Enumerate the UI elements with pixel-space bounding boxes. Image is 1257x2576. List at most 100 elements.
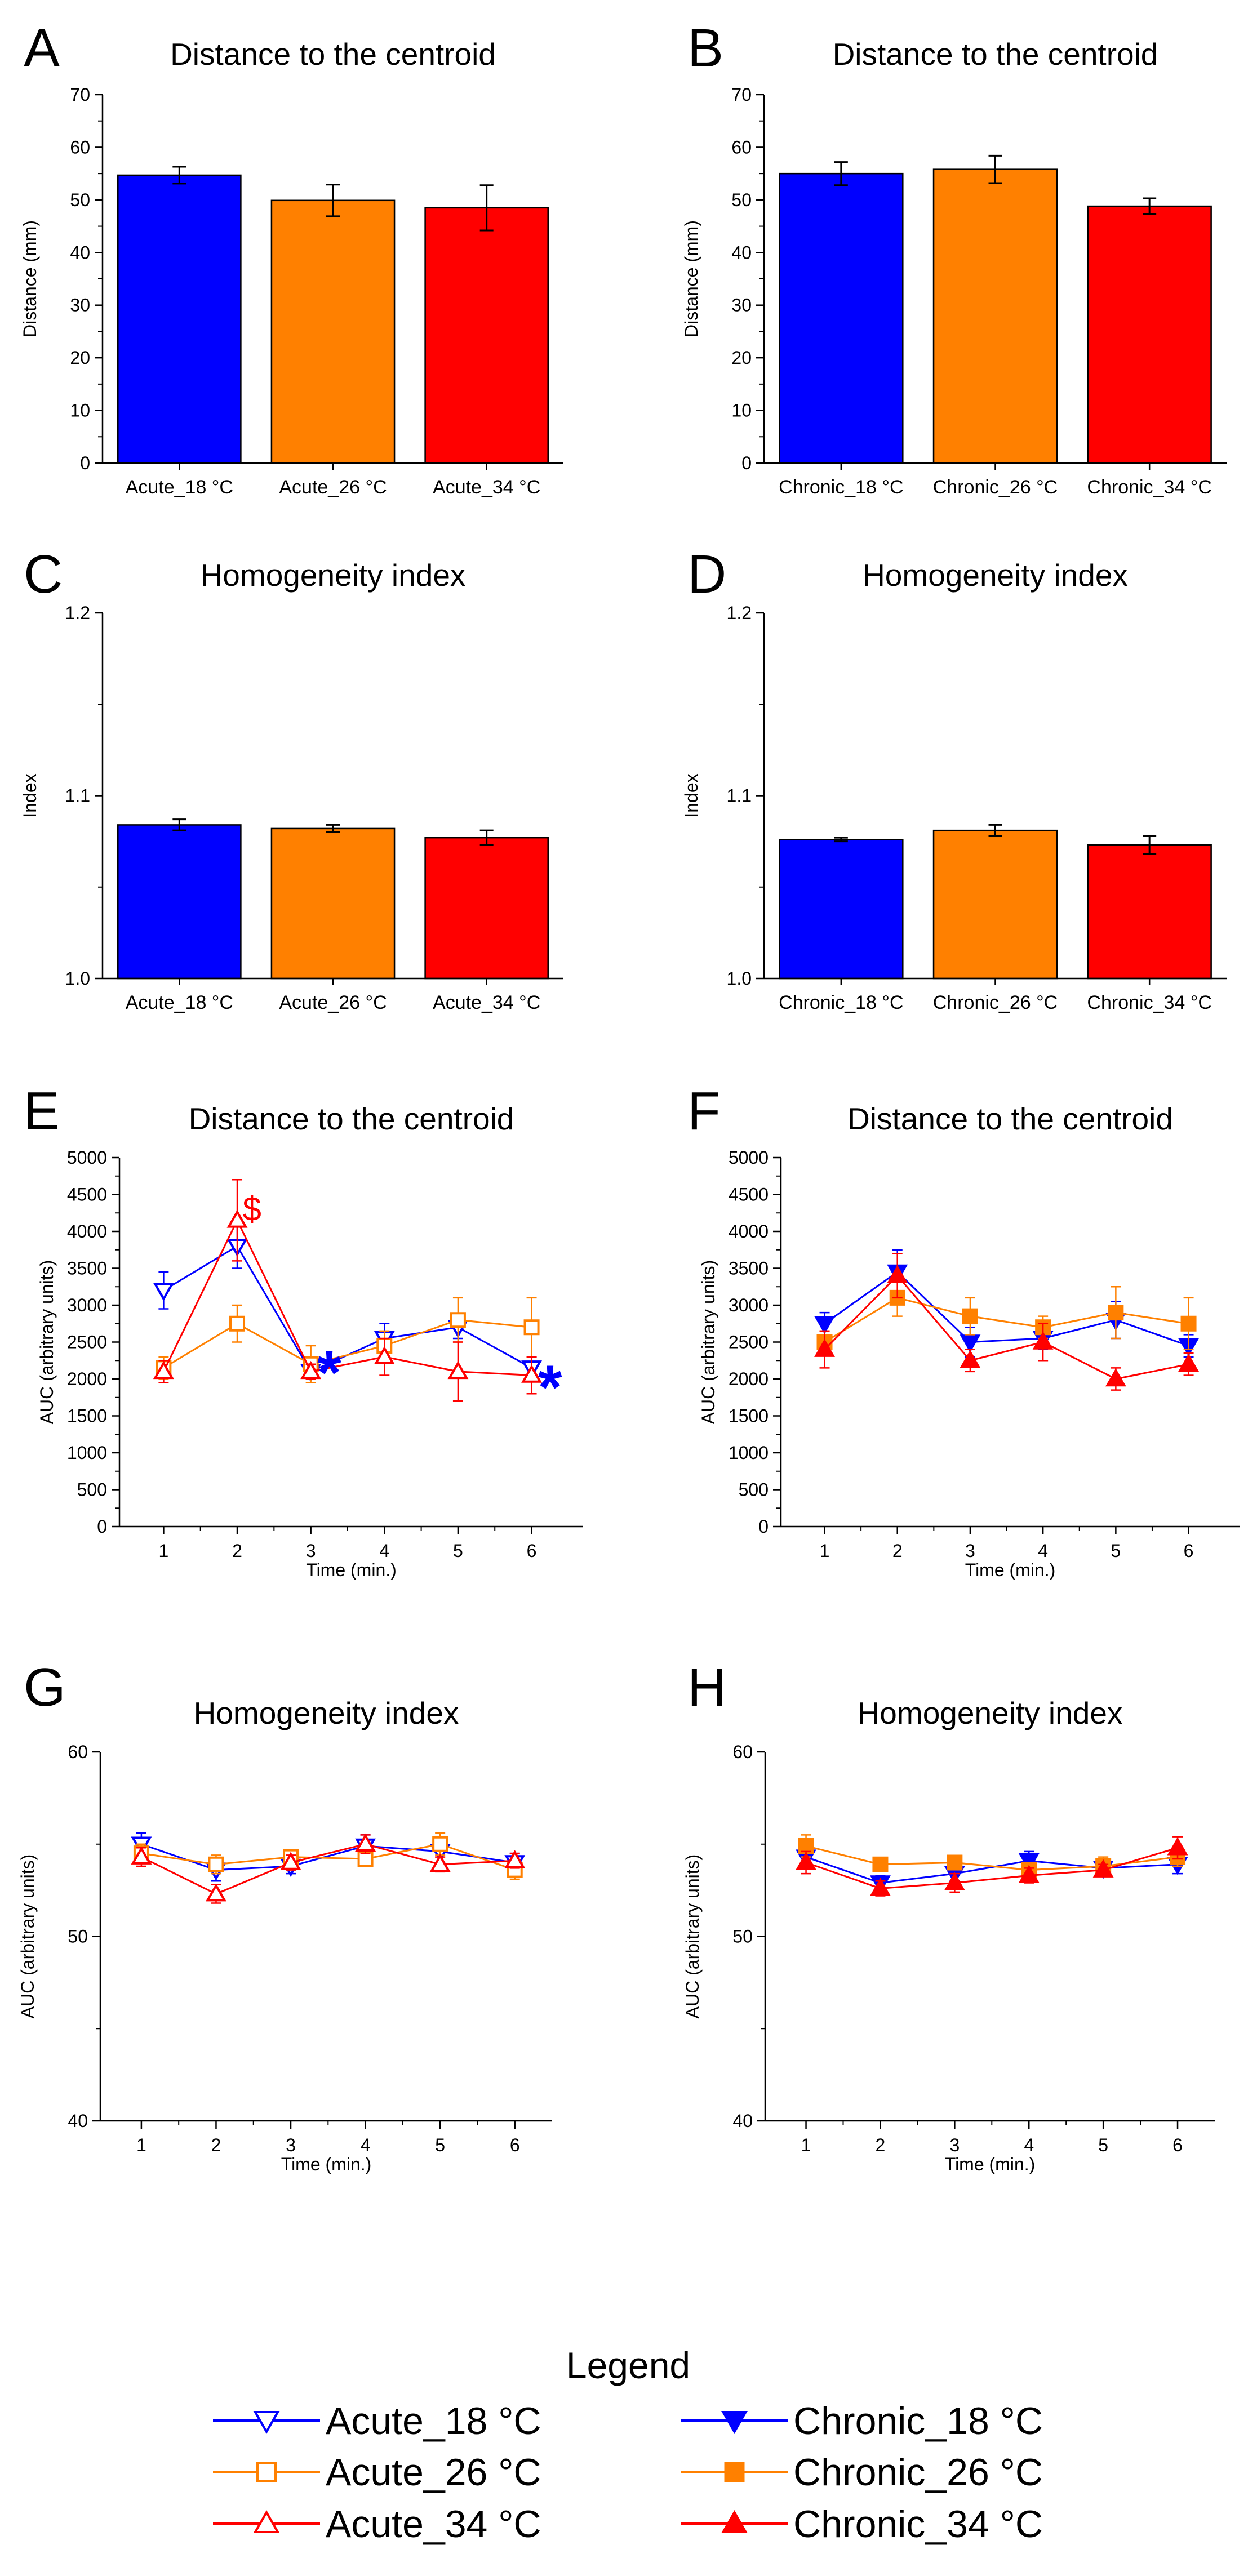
data-point [1180, 1315, 1197, 1332]
series-chronic-18-c [814, 1249, 1200, 1358]
error-bar [988, 154, 1002, 184]
series-acute-18-c [153, 1223, 543, 1382]
x-tick-label: 5 [453, 1541, 463, 1561]
x-tick-label: 1 [158, 1541, 168, 1561]
y-tick-label: 5000 [729, 1147, 769, 1168]
y-tick-label: 40 [70, 242, 90, 263]
data-point [887, 1265, 908, 1283]
y-axis-label-e: AUC (arbitrary units) [37, 1260, 57, 1425]
y-tick-label: 2500 [729, 1332, 769, 1352]
error-bar [1143, 197, 1157, 215]
x-tick-label: Chronic_34 °C [1087, 992, 1211, 1013]
x-tick-label: Acute_34 °C [433, 992, 540, 1013]
legend-marker [256, 2462, 277, 2482]
x-axis-label-g: Time (min.) [281, 2154, 372, 2174]
x-tick-label: 5 [1111, 1541, 1121, 1561]
y-tick-label: 0 [758, 1516, 769, 1537]
data-point [432, 1836, 448, 1852]
y-tick-label: 70 [731, 84, 752, 105]
y-tick-label: 4500 [67, 1185, 107, 1205]
data-point [1032, 1331, 1054, 1350]
y-axis-label-f: AUC (arbitrary units) [698, 1260, 718, 1425]
series-line [141, 1843, 515, 1895]
data-point [1018, 1853, 1040, 1872]
y-tick-label: 2000 [67, 1369, 107, 1389]
series-acute-26-c [156, 1297, 540, 1383]
x-tick-label: 2 [232, 1541, 242, 1561]
x-tick-label: 6 [1184, 1541, 1194, 1561]
y-tick-label: 30 [731, 295, 752, 315]
bar [1087, 205, 1212, 464]
panel-d: Homogeneity index Index 1.0 1.1 1.2 Chronic_1… [681, 558, 1227, 1013]
chart-title-c: Homogeneity index [201, 558, 466, 593]
x-tick-label: 2 [211, 2135, 221, 2155]
x-tick-label: 1 [136, 2135, 146, 2155]
data-point [357, 1850, 374, 1867]
legend-item-chronic-18-c: Chronic_18 °C [681, 2400, 1043, 2442]
panel-c: Homogeneity index Index 1.0 1.1 1.2 Acute_18 … [20, 558, 563, 1013]
x-tick-label: 3 [965, 1541, 975, 1561]
bar [779, 172, 904, 464]
series-line [806, 1856, 1178, 1884]
series-line [141, 1843, 515, 1871]
error-bar [326, 824, 340, 833]
y-tick-label: 1.2 [727, 603, 752, 623]
panel-letter-f: F [687, 1081, 721, 1141]
y-tick-label: 60 [731, 137, 752, 157]
data-point [226, 1209, 248, 1228]
legend-item-chronic-26-c: Chronic_26 °C [681, 2451, 1043, 2494]
y-tick-label: 3500 [729, 1258, 769, 1279]
series-chronic-34-c [814, 1253, 1200, 1391]
series-line [163, 1245, 532, 1373]
legend-item-acute-18-c: Acute_18 °C [213, 2400, 541, 2442]
panel-letter-g: G [24, 1657, 66, 1718]
significance-asterisk: * [538, 1353, 562, 1422]
x-tick-label: 2 [876, 2135, 886, 2155]
chart-title-d: Homogeneity index [863, 558, 1128, 593]
panel-h: Homogeneity index AUC (arbitrary units) 40… [682, 1696, 1215, 2174]
legend-label: Chronic_34 °C [793, 2503, 1043, 2546]
bar [779, 839, 904, 980]
y-tick-label: 0 [741, 453, 752, 473]
series-line [141, 1843, 516, 1871]
error-bar [479, 184, 494, 232]
series-acute-34-c [153, 1179, 543, 1402]
data-point [1108, 1305, 1124, 1321]
data-point [944, 1872, 965, 1890]
panel-letter-d: D [687, 544, 726, 604]
x-tick-label: 1 [801, 2135, 811, 2155]
y-tick-label: 20 [731, 348, 752, 368]
chart-title-e: Distance to the centroid [189, 1101, 514, 1136]
panel-letter-h: H [687, 1657, 726, 1718]
x-tick-label: 4 [379, 1541, 389, 1561]
x-tick-label: Chronic_18 °C [779, 992, 903, 1013]
legend: Legend Acute_18 °C Acute_26 °C Acute_34 °C… [213, 2344, 1043, 2546]
y-tick-label: 1.1 [65, 786, 90, 806]
x-tick-label: 3 [949, 2135, 960, 2155]
data-point [355, 1833, 376, 1852]
data-point [870, 1878, 891, 1896]
y-tick-label: 10 [70, 401, 90, 421]
panel-f: Distance to the centroid AUC (arbitrary u… [698, 1101, 1240, 1580]
y-tick-label: 1.0 [727, 968, 752, 989]
data-point [962, 1308, 978, 1324]
data-point [208, 1856, 224, 1872]
y-axis-label-g: AUC (arbitrary units) [17, 1854, 38, 2019]
x-tick-label: 6 [510, 2135, 520, 2155]
x-tick-label: Acute_26 °C [279, 992, 387, 1013]
panel-g: Homogeneity index AUC (arbitrary units) 40… [17, 1696, 552, 2174]
error-bar [326, 184, 340, 217]
series-line [806, 1847, 1178, 1889]
data-point [814, 1338, 835, 1357]
legend-label: Acute_34 °C [326, 2503, 541, 2546]
data-point [1105, 1368, 1126, 1387]
x-tick-label: 3 [286, 2135, 296, 2155]
chart-title-f: Distance to the centroid [847, 1101, 1173, 1136]
significance-asterisk: * [317, 1338, 341, 1407]
y-tick-label: 60 [732, 1742, 753, 1762]
y-tick-label: 1000 [67, 1443, 107, 1463]
series-line [824, 1271, 1189, 1347]
series-line [824, 1274, 1189, 1380]
series-acute-18-c [131, 1832, 526, 1882]
